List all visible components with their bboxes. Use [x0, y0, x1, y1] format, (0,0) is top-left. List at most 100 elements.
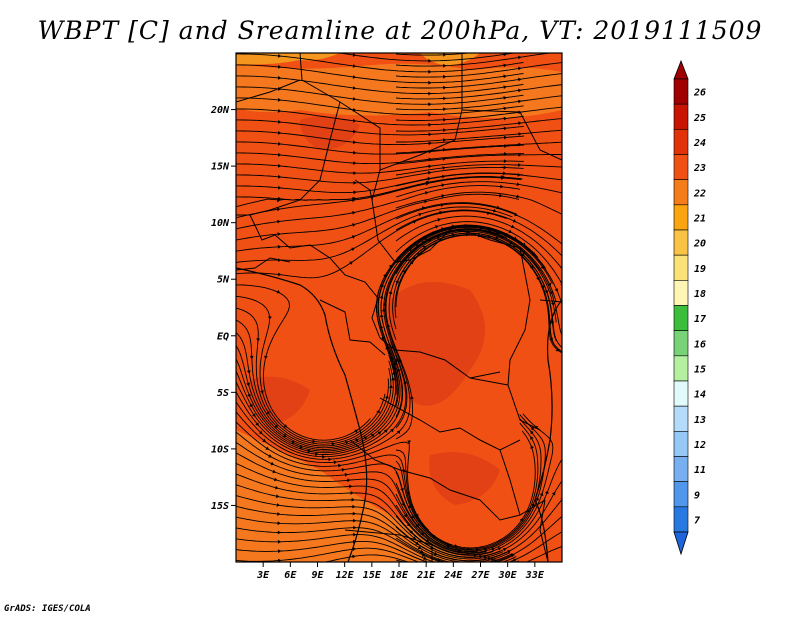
streamline-arrowhead: [408, 504, 412, 509]
streamline-arrowhead: [328, 457, 332, 462]
streamline-arrowhead: [396, 430, 401, 434]
streamline-arrowhead: [350, 491, 354, 495]
streamline-arrowhead: [518, 45, 521, 49]
colorbar-segment: [673, 456, 689, 482]
streamline-arrowhead: [398, 358, 403, 363]
streamline-arrowhead: [272, 469, 276, 474]
streamline-arrowhead: [410, 395, 414, 400]
streamline-arrowhead: [277, 86, 282, 91]
streamline-arrowhead: [349, 484, 353, 489]
streamline-arrowhead: [519, 518, 523, 522]
streamline-arrowhead: [530, 436, 534, 440]
colorbar-label: 19: [694, 264, 706, 275]
streamline-arrowhead: [405, 254, 410, 259]
colorbar-bottom-arrow: [673, 531, 689, 556]
streamline-arrowhead: [517, 172, 521, 177]
streamline-arrowhead: [419, 549, 424, 554]
streamline-arrowhead: [428, 59, 432, 63]
streamline-arrowhead: [278, 558, 282, 562]
streamline-arrowhead: [341, 468, 346, 472]
streamline-arrowhead: [274, 424, 279, 428]
colorbar-segment: [673, 431, 689, 457]
streamline-arrowhead: [352, 129, 357, 134]
streamline-arrowhead: [555, 347, 560, 352]
streamline-arrowhead: [529, 265, 534, 270]
streamline-arrowhead: [352, 511, 356, 516]
streamline-arrowhead: [403, 513, 407, 518]
streamline-arrowhead: [530, 426, 535, 431]
streamline-arrowhead: [262, 438, 266, 443]
streamline-arrowhead: [388, 290, 393, 295]
streamline-arrowhead: [352, 223, 356, 227]
streamline-arrowhead: [497, 562, 501, 566]
streamline: [395, 215, 562, 270]
colorbar-label: 22: [693, 188, 706, 199]
streamline-arrowhead: [503, 85, 507, 90]
streamline: [396, 129, 562, 143]
lon-tick-label: 24E: [443, 570, 463, 581]
streamline-arrowhead: [347, 478, 351, 483]
streamline-arrowhead: [353, 140, 357, 145]
streamline-arrowhead: [407, 440, 411, 444]
streamline-arrowhead: [425, 181, 430, 186]
colorbar-segment: [673, 305, 689, 331]
streamline-arrowhead: [249, 355, 254, 360]
streamline-arrowhead: [518, 121, 522, 126]
streamline-arrowhead: [291, 440, 295, 444]
streamline-arrowhead: [283, 433, 287, 437]
colorbar-segment: [673, 78, 689, 105]
streamline-arrowhead: [421, 553, 426, 557]
streamline-arrowhead: [432, 231, 436, 236]
streamline-arrowhead: [385, 395, 389, 399]
streamline: [395, 546, 562, 562]
wbpt-field-dark-patch: [429, 452, 500, 505]
streamline-arrowhead: [421, 206, 426, 210]
coastline: [236, 267, 562, 562]
streamline: [395, 181, 562, 198]
streamline-arrowhead: [514, 212, 518, 217]
streamline-arrowhead: [403, 380, 408, 384]
colorbar-segment: [673, 154, 689, 180]
streamline-arrowhead: [381, 308, 386, 312]
colorbar-label: 23: [693, 163, 706, 174]
streamline-arrowhead: [443, 117, 447, 122]
streamline-arrowhead: [441, 183, 445, 187]
colorbar-segment: [673, 229, 689, 256]
lon-tick-label: 18E: [390, 570, 409, 581]
streamline: [395, 141, 562, 154]
streamline-arrowhead: [499, 564, 503, 568]
streamline-arrowhead: [277, 539, 282, 544]
colorbar-label: 26: [693, 88, 706, 99]
streamline-arrowhead: [277, 521, 281, 526]
streamline-arrowhead: [503, 165, 507, 170]
streamline-arrowhead: [333, 460, 337, 465]
streamline-arrowhead: [443, 42, 446, 46]
streamline-arrowhead: [442, 147, 447, 152]
streamline-arrowhead: [255, 422, 259, 426]
streamline-arrowhead: [283, 424, 288, 428]
streamline-arrowhead: [554, 288, 559, 292]
streamline-arrowhead: [256, 338, 261, 342]
colorbar-label: 17: [694, 314, 706, 325]
streamline-arrowhead: [275, 485, 279, 490]
streamline: [395, 531, 562, 562]
streamline-arrowhead: [277, 130, 282, 135]
streamline-arrowhead: [551, 491, 556, 496]
streamlines: [236, 38, 562, 568]
streamline-arrowhead: [474, 227, 479, 232]
streamline-arrowhead: [260, 390, 264, 394]
colorbar: 26 25 24 23 22 21 20 19 18 17 16 15 14 13 12 11 9 7: [673, 59, 706, 556]
streamline: [396, 38, 505, 45]
colorbar-label: 14: [694, 390, 706, 401]
streamline-arrowhead: [443, 107, 447, 112]
streamline-arrowhead: [351, 235, 356, 239]
streamline-arrowhead: [503, 126, 508, 131]
streamline-arrowhead: [412, 220, 417, 224]
colorbar-segment: [673, 254, 689, 281]
streamline-arrowhead: [278, 43, 281, 47]
streamline-arrowhead: [415, 541, 419, 545]
streamline-arrowhead: [443, 85, 447, 90]
streamline-arrowhead: [277, 244, 282, 249]
streamline-arrowhead: [503, 63, 507, 68]
streamline-arrowhead: [549, 337, 553, 342]
